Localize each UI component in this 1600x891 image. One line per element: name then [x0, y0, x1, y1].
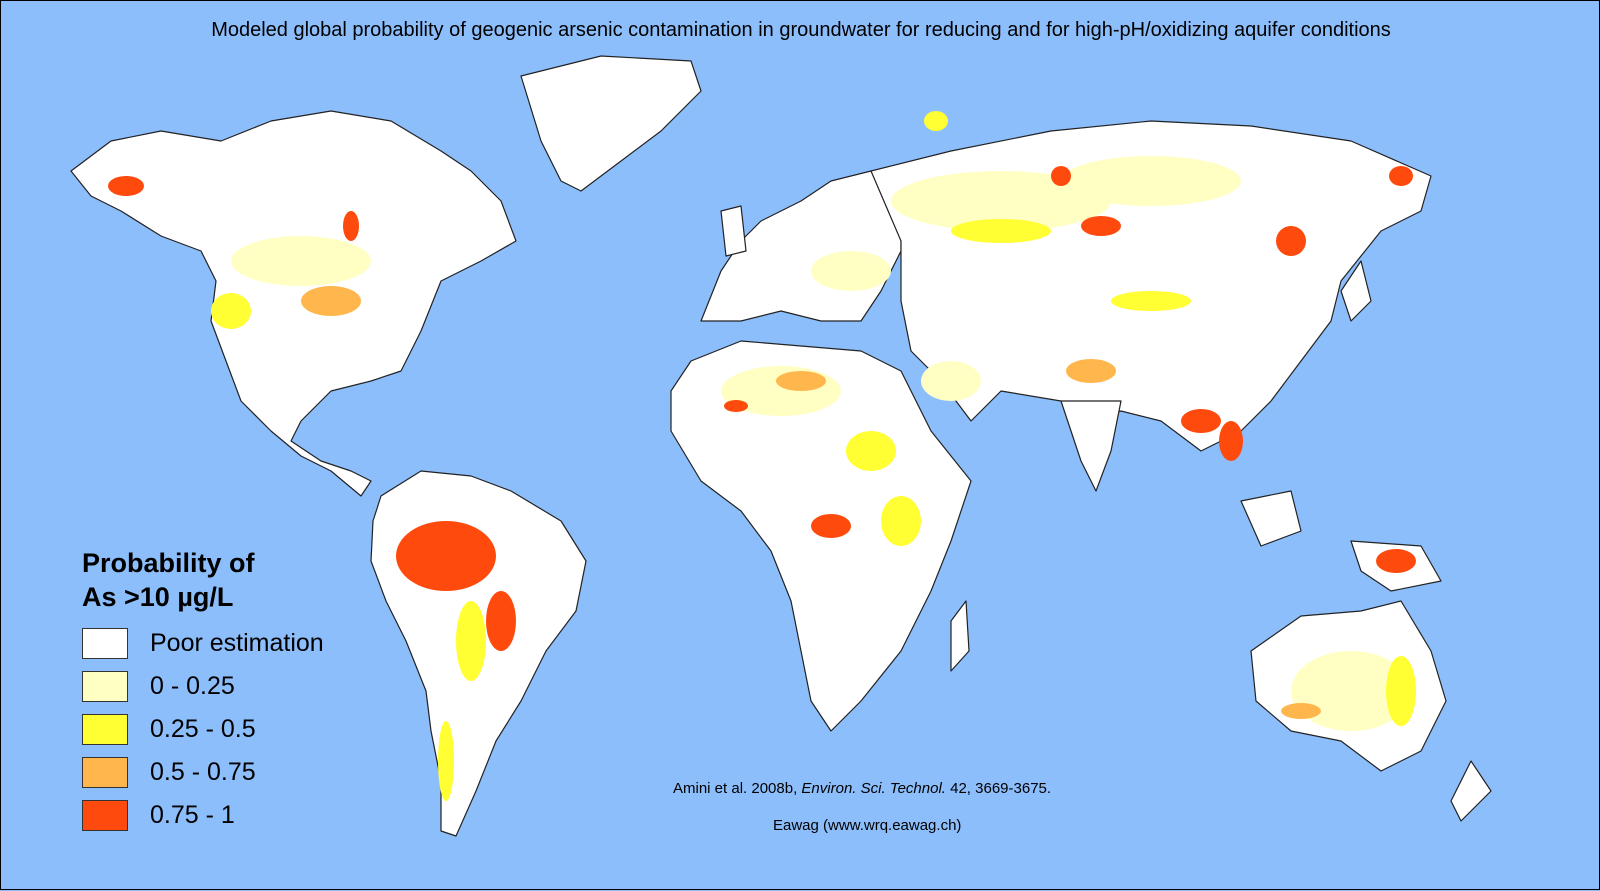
legend-item-0-0.25: 0 - 0.25 [82, 665, 324, 708]
legend-title: Probability of As >10 µg/L [82, 546, 324, 614]
japan [1340, 260, 1372, 322]
madagascar [950, 600, 970, 672]
legend-label: 0.25 - 0.5 [150, 715, 256, 743]
citation-details: 42, 3669-3675. [945, 780, 1052, 797]
legend-item-0.5-0.75: 0.5 - 0.75 [82, 751, 324, 794]
legend-label: 0.5 - 0.75 [150, 758, 256, 786]
legend-item-0.75-1: 0.75 - 1 [82, 794, 324, 837]
legend-label: Poor estimation [150, 629, 324, 657]
great-britain [720, 205, 747, 257]
citation: Amini et al. 2008b, Environ. Sci. Techno… [673, 780, 1051, 797]
map-title: Modeled global probability of geogenic a… [211, 19, 1391, 41]
citation-journal: Environ. Sci. Technol. [801, 780, 946, 797]
legend-label: 0 - 0.25 [150, 672, 235, 700]
north-america [70, 110, 517, 497]
legend-label: 0.75 - 1 [150, 801, 235, 829]
legend: Probability of As >10 µg/L Poor estimati… [82, 546, 324, 837]
credit: Eawag (www.wrq.eawag.ch) [773, 817, 962, 834]
legend-swatch [82, 628, 128, 659]
probability-patches [108, 111, 1416, 801]
legend-swatch [82, 800, 128, 831]
legend-item-0.25-0.5: 0.25 - 0.5 [82, 708, 324, 751]
legend-swatch [82, 671, 128, 702]
citation-authors: Amini et al. 2008b, [673, 780, 802, 797]
legend-swatch [82, 714, 128, 745]
legend-item-poor-estimation: Poor estimation [82, 622, 324, 665]
legend-swatch [82, 757, 128, 788]
borneo [1240, 490, 1302, 547]
new-zealand [1450, 760, 1492, 822]
india [1060, 400, 1122, 492]
greenland [520, 55, 702, 192]
legend-title-line1: Probability of [82, 548, 255, 578]
legend-title-line2: As >10 µg/L [82, 582, 234, 612]
